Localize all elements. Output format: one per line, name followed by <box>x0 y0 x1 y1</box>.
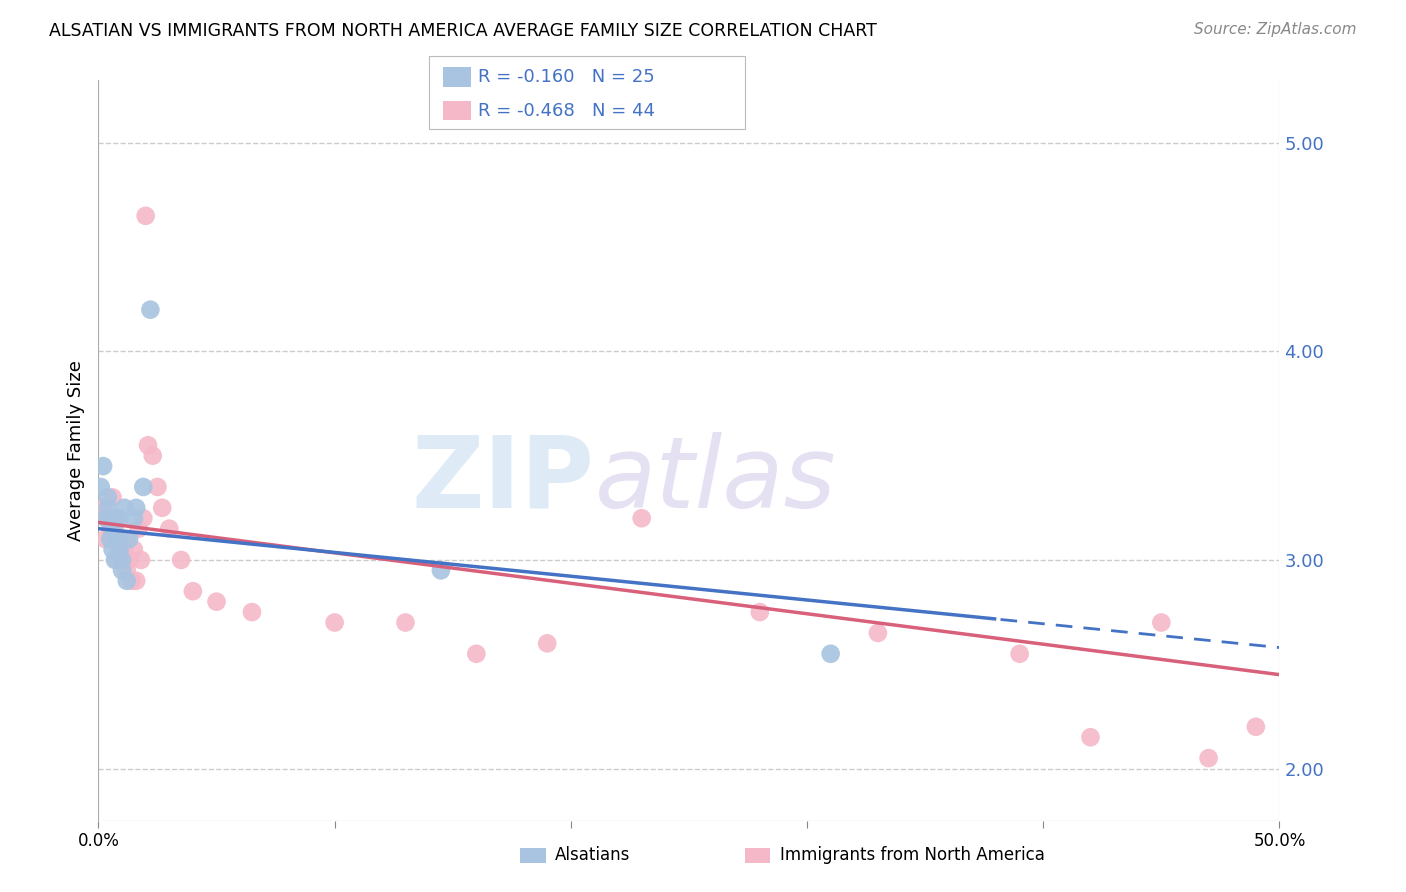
Point <box>240 605 263 619</box>
Point <box>97 491 120 505</box>
Point <box>98 522 121 536</box>
Point <box>150 500 173 515</box>
Point <box>101 491 124 505</box>
Point <box>465 647 488 661</box>
Point <box>136 438 159 452</box>
Point <box>111 563 134 577</box>
Point <box>111 542 134 557</box>
Point <box>97 511 120 525</box>
Point <box>108 511 131 525</box>
Point <box>101 522 124 536</box>
Point <box>115 563 138 577</box>
Point <box>139 302 162 317</box>
Point <box>101 542 124 557</box>
Point <box>170 553 193 567</box>
Point <box>104 511 127 525</box>
Point <box>94 511 117 525</box>
Point <box>866 626 889 640</box>
Point <box>104 553 127 567</box>
Point <box>820 647 842 661</box>
Point <box>128 522 150 536</box>
Text: R = -0.468   N = 44: R = -0.468 N = 44 <box>478 102 655 120</box>
Point <box>97 500 120 515</box>
Text: ZIP: ZIP <box>412 432 595 529</box>
Point <box>157 522 180 536</box>
Text: ALSATIAN VS IMMIGRANTS FROM NORTH AMERICA AVERAGE FAMILY SIZE CORRELATION CHART: ALSATIAN VS IMMIGRANTS FROM NORTH AMERIC… <box>49 22 877 40</box>
Text: Source: ZipAtlas.com: Source: ZipAtlas.com <box>1194 22 1357 37</box>
Point <box>122 511 145 525</box>
Point <box>146 480 169 494</box>
Point <box>394 615 416 630</box>
Text: Alsatians: Alsatians <box>555 847 631 864</box>
Point <box>125 500 148 515</box>
Point <box>105 553 128 567</box>
Point <box>122 542 145 557</box>
Point <box>142 449 165 463</box>
Point <box>181 584 204 599</box>
Point <box>1244 720 1267 734</box>
Point <box>104 522 127 536</box>
Point <box>129 553 152 567</box>
Point <box>121 574 143 588</box>
Point <box>118 532 141 546</box>
Point <box>115 532 138 546</box>
Point <box>630 511 652 525</box>
Point <box>125 574 148 588</box>
Point <box>98 511 121 525</box>
Text: R = -0.160   N = 25: R = -0.160 N = 25 <box>478 68 655 86</box>
Point <box>91 459 114 474</box>
Point <box>98 532 121 546</box>
Text: atlas: atlas <box>595 432 837 529</box>
Point <box>108 542 131 557</box>
Point <box>323 615 346 630</box>
Point <box>205 595 228 609</box>
Point <box>111 553 134 567</box>
Point <box>90 480 112 494</box>
Point <box>748 605 770 619</box>
Point <box>132 511 155 525</box>
Point <box>111 553 134 567</box>
Point <box>430 563 453 577</box>
Point <box>1198 751 1220 765</box>
Y-axis label: Average Family Size: Average Family Size <box>66 360 84 541</box>
Point <box>112 542 135 557</box>
Point <box>115 574 138 588</box>
Point <box>105 532 128 546</box>
Text: Immigrants from North America: Immigrants from North America <box>780 847 1045 864</box>
Point <box>101 532 124 546</box>
Point <box>135 209 157 223</box>
Point <box>91 500 114 515</box>
Point <box>105 511 128 525</box>
Point <box>1080 730 1102 744</box>
Point <box>1150 615 1173 630</box>
Point <box>536 636 558 650</box>
Point <box>108 532 131 546</box>
Point <box>112 500 135 515</box>
Point <box>118 553 141 567</box>
Point <box>132 480 155 494</box>
Point <box>1008 647 1031 661</box>
Point <box>94 532 117 546</box>
